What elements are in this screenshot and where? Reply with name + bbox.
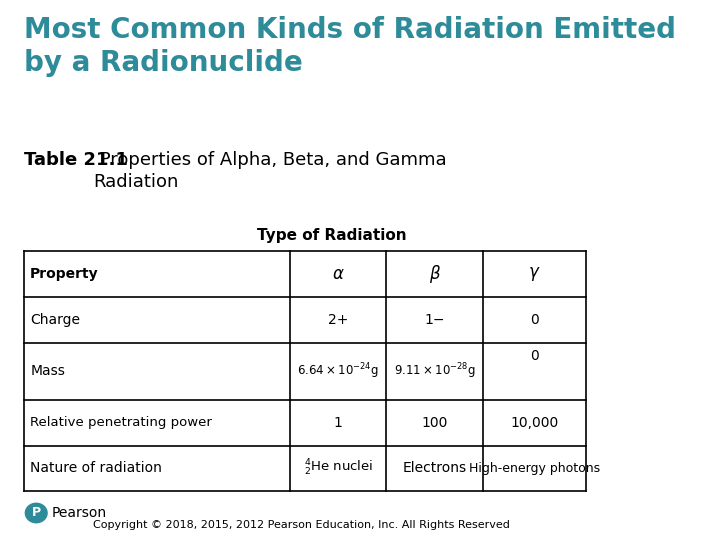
Text: Property: Property bbox=[30, 267, 99, 281]
Text: Copyright © 2018, 2015, 2012 Pearson Education, Inc. All Rights Reserved: Copyright © 2018, 2015, 2012 Pearson Edu… bbox=[94, 520, 510, 530]
Text: 1−: 1− bbox=[424, 313, 445, 327]
Text: Mass: Mass bbox=[30, 364, 65, 378]
Text: Properties of Alpha, Beta, and Gamma
Radiation: Properties of Alpha, Beta, and Gamma Rad… bbox=[94, 151, 446, 191]
Text: $\gamma$: $\gamma$ bbox=[528, 265, 541, 283]
Text: Electrons: Electrons bbox=[402, 462, 467, 475]
Circle shape bbox=[25, 503, 47, 523]
Text: Table 21.1: Table 21.1 bbox=[24, 151, 128, 169]
Text: 10,000: 10,000 bbox=[510, 416, 559, 429]
Text: Type of Radiation: Type of Radiation bbox=[257, 228, 407, 243]
Text: 0: 0 bbox=[530, 349, 539, 363]
Text: $\beta$: $\beta$ bbox=[428, 263, 441, 285]
Text: High-energy photons: High-energy photons bbox=[469, 462, 600, 475]
Text: Nature of radiation: Nature of radiation bbox=[30, 462, 162, 475]
Text: $9.11\times10^{-28}$g: $9.11\times10^{-28}$g bbox=[394, 361, 475, 381]
Text: $6.64\times10^{-24}$g: $6.64\times10^{-24}$g bbox=[297, 361, 379, 381]
Text: Pearson: Pearson bbox=[51, 506, 107, 520]
Text: 1: 1 bbox=[333, 416, 343, 429]
Text: 100: 100 bbox=[421, 416, 448, 429]
Text: $\alpha$: $\alpha$ bbox=[332, 265, 344, 283]
Text: Most Common Kinds of Radiation Emitted
by a Radionuclide: Most Common Kinds of Radiation Emitted b… bbox=[24, 16, 676, 77]
Text: 2+: 2+ bbox=[328, 313, 348, 327]
Text: $^4_2$He nuclei: $^4_2$He nuclei bbox=[304, 458, 373, 478]
Text: P: P bbox=[32, 507, 41, 519]
Text: Relative penetrating power: Relative penetrating power bbox=[30, 416, 212, 429]
Text: 0: 0 bbox=[530, 313, 539, 327]
Text: Charge: Charge bbox=[30, 313, 80, 327]
